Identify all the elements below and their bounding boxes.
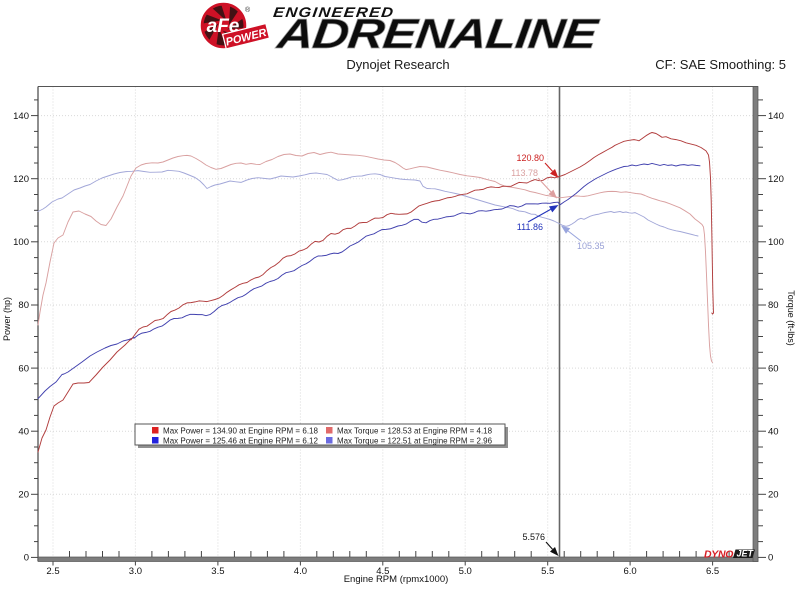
svg-text:Dynojet Research: Dynojet Research [346, 57, 449, 72]
svg-text:Torque (ft-lbs): Torque (ft-lbs) [786, 290, 796, 346]
svg-text:JET: JET [737, 549, 755, 559]
svg-text:0: 0 [768, 553, 773, 564]
svg-text:DYNO: DYNO [704, 549, 733, 561]
svg-text:6.0: 6.0 [623, 566, 636, 577]
svg-text:3.5: 3.5 [211, 566, 224, 577]
svg-text:120: 120 [768, 174, 784, 185]
svg-text:4.0: 4.0 [294, 566, 307, 577]
svg-text:100: 100 [768, 237, 784, 248]
svg-text:140: 140 [13, 111, 29, 122]
svg-text:5.576: 5.576 [522, 532, 545, 542]
svg-text:Max Torque = 128.53 at Engine: Max Torque = 128.53 at Engine RPM = 4.18 [337, 426, 492, 436]
svg-text:80: 80 [18, 300, 29, 311]
svg-text:Max Torque = 122.51 at Engine: Max Torque = 122.51 at Engine RPM = 2.96 [337, 436, 492, 446]
svg-text:ENGINEERED: ENGINEERED [272, 5, 395, 21]
svg-text:40: 40 [18, 426, 29, 437]
svg-text:5.5: 5.5 [541, 566, 554, 577]
svg-text:6.5: 6.5 [706, 566, 719, 577]
svg-text:40: 40 [768, 426, 779, 437]
svg-text:Power (hp): Power (hp) [2, 297, 12, 341]
svg-text:ADRENALINE: ADRENALINE [274, 10, 603, 57]
svg-text:105.35: 105.35 [577, 241, 605, 251]
svg-text:120: 120 [13, 174, 29, 185]
svg-text:20: 20 [18, 490, 29, 501]
svg-text:111.86: 111.86 [517, 222, 543, 232]
svg-text:Engine RPM (rpmx1000): Engine RPM (rpmx1000) [344, 574, 449, 585]
svg-text:5.0: 5.0 [459, 566, 472, 577]
svg-text:3.0: 3.0 [129, 566, 142, 577]
svg-text:120.80: 120.80 [516, 153, 544, 163]
svg-text:4.5: 4.5 [376, 566, 389, 577]
svg-text:113.78: 113.78 [511, 168, 538, 178]
svg-text:60: 60 [18, 363, 29, 374]
svg-text:60: 60 [768, 363, 779, 374]
svg-text:CF: SAE Smoothing: 5: CF: SAE Smoothing: 5 [655, 57, 786, 72]
svg-text:®: ® [245, 6, 251, 14]
svg-text:100: 100 [13, 237, 29, 248]
svg-text:Max Power = 125.46 at Engine R: Max Power = 125.46 at Engine RPM = 6.12 [163, 436, 318, 446]
svg-text:Max Power = 134.90 at Engine R: Max Power = 134.90 at Engine RPM = 6.18 [163, 426, 318, 436]
svg-text:0: 0 [24, 553, 29, 564]
svg-text:20: 20 [768, 490, 779, 501]
svg-text:80: 80 [768, 300, 779, 311]
svg-text:2.5: 2.5 [46, 566, 59, 577]
svg-text:140: 140 [768, 111, 784, 122]
